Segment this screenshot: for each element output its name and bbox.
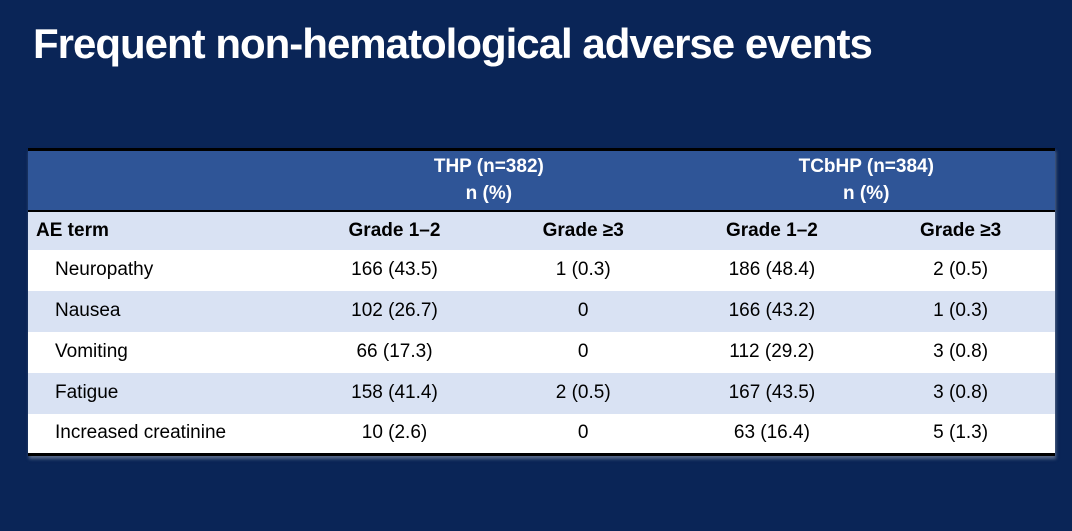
adverse-events-table: THP (n=382) n (%) TCbHP (n=384) n (%) AE… bbox=[28, 148, 1055, 456]
slide-title: Frequent non-hematological adverse event… bbox=[33, 20, 873, 67]
group-header-tcbhp-line2: n (%) bbox=[843, 183, 890, 205]
group-header-thp-line2: n (%) bbox=[465, 183, 513, 205]
ae-term-cell: Vomiting bbox=[55, 341, 128, 362]
column-header-thp-grade-1-2: Grade 1–2 bbox=[300, 210, 489, 250]
value-cell: 2 (0.5) bbox=[555, 382, 611, 403]
value-cell: 158 (41.4) bbox=[351, 382, 438, 403]
value-cell: 1 (0.3) bbox=[933, 300, 989, 321]
table-row-neuropathy: Neuropathy 166 (43.5) 1 (0.3) 186 (48.4)… bbox=[28, 249, 1055, 291]
ae-term-cell: Neuropathy bbox=[55, 259, 154, 280]
value-cell: 10 (2.6) bbox=[361, 422, 428, 444]
value-cell: 186 (48.4) bbox=[728, 259, 816, 280]
value-cell: 1 (0.3) bbox=[555, 259, 611, 280]
column-header-tcbhp-grade-1-2: Grade 1–2 bbox=[677, 210, 867, 250]
value-cell: 3 (0.8) bbox=[933, 382, 989, 403]
ae-term-cell: Fatigue bbox=[55, 382, 119, 403]
table-row-vomiting: Vomiting 66 (17.3) 0 112 (29.2) 3 (0.8) bbox=[28, 331, 1055, 373]
value-cell: 166 (43.5) bbox=[351, 259, 438, 280]
group-header-thp-line1: THP (n=382) bbox=[433, 155, 544, 177]
group-header-thp: THP (n=382) n (%) bbox=[300, 149, 678, 212]
table-row-fatigue: Fatigue 158 (41.4) 2 (0.5) 167 (43.5) 3 … bbox=[28, 372, 1055, 414]
value-cell: 63 (16.4) bbox=[733, 422, 810, 444]
ae-term-cell: Nausea bbox=[55, 300, 121, 321]
value-cell: 0 bbox=[577, 422, 589, 444]
group-header-tcbhp-line1: TCbHP (n=384) bbox=[798, 155, 934, 177]
value-cell: 112 (29.2) bbox=[729, 341, 815, 362]
value-cell: 102 (26.7) bbox=[351, 300, 438, 321]
column-header-tcbhp-grade-ge3: Grade ≥3 bbox=[866, 210, 1055, 250]
value-cell: 66 (17.3) bbox=[356, 341, 433, 362]
value-cell: 3 (0.8) bbox=[933, 341, 989, 362]
table-row-increased-creatinine: Increased creatinine 10 (2.6) 0 63 (16.4… bbox=[28, 413, 1055, 455]
value-cell: 2 (0.5) bbox=[933, 259, 989, 280]
value-cell: 0 bbox=[577, 300, 589, 321]
value-cell: 166 (43.2) bbox=[728, 300, 816, 321]
value-cell: 0 bbox=[577, 341, 589, 362]
group-header-row: THP (n=382) n (%) TCbHP (n=384) n (%) bbox=[28, 149, 1055, 212]
value-cell: 5 (1.3) bbox=[933, 422, 989, 444]
group-header-tcbhp: TCbHP (n=384) n (%) bbox=[677, 149, 1055, 212]
column-header-ae-term: AE term bbox=[28, 210, 301, 250]
value-cell: 167 (43.5) bbox=[728, 382, 816, 403]
column-header-row: AE term Grade 1–2 Grade ≥3 Grade 1–2 Gra… bbox=[28, 210, 1055, 250]
table-row-nausea: Nausea 102 (26.7) 0 166 (43.2) 1 (0.3) bbox=[28, 290, 1055, 332]
group-header-spacer bbox=[28, 149, 301, 212]
column-header-thp-grade-ge3: Grade ≥3 bbox=[488, 210, 678, 250]
ae-term-cell: Increased creatinine bbox=[55, 422, 227, 444]
